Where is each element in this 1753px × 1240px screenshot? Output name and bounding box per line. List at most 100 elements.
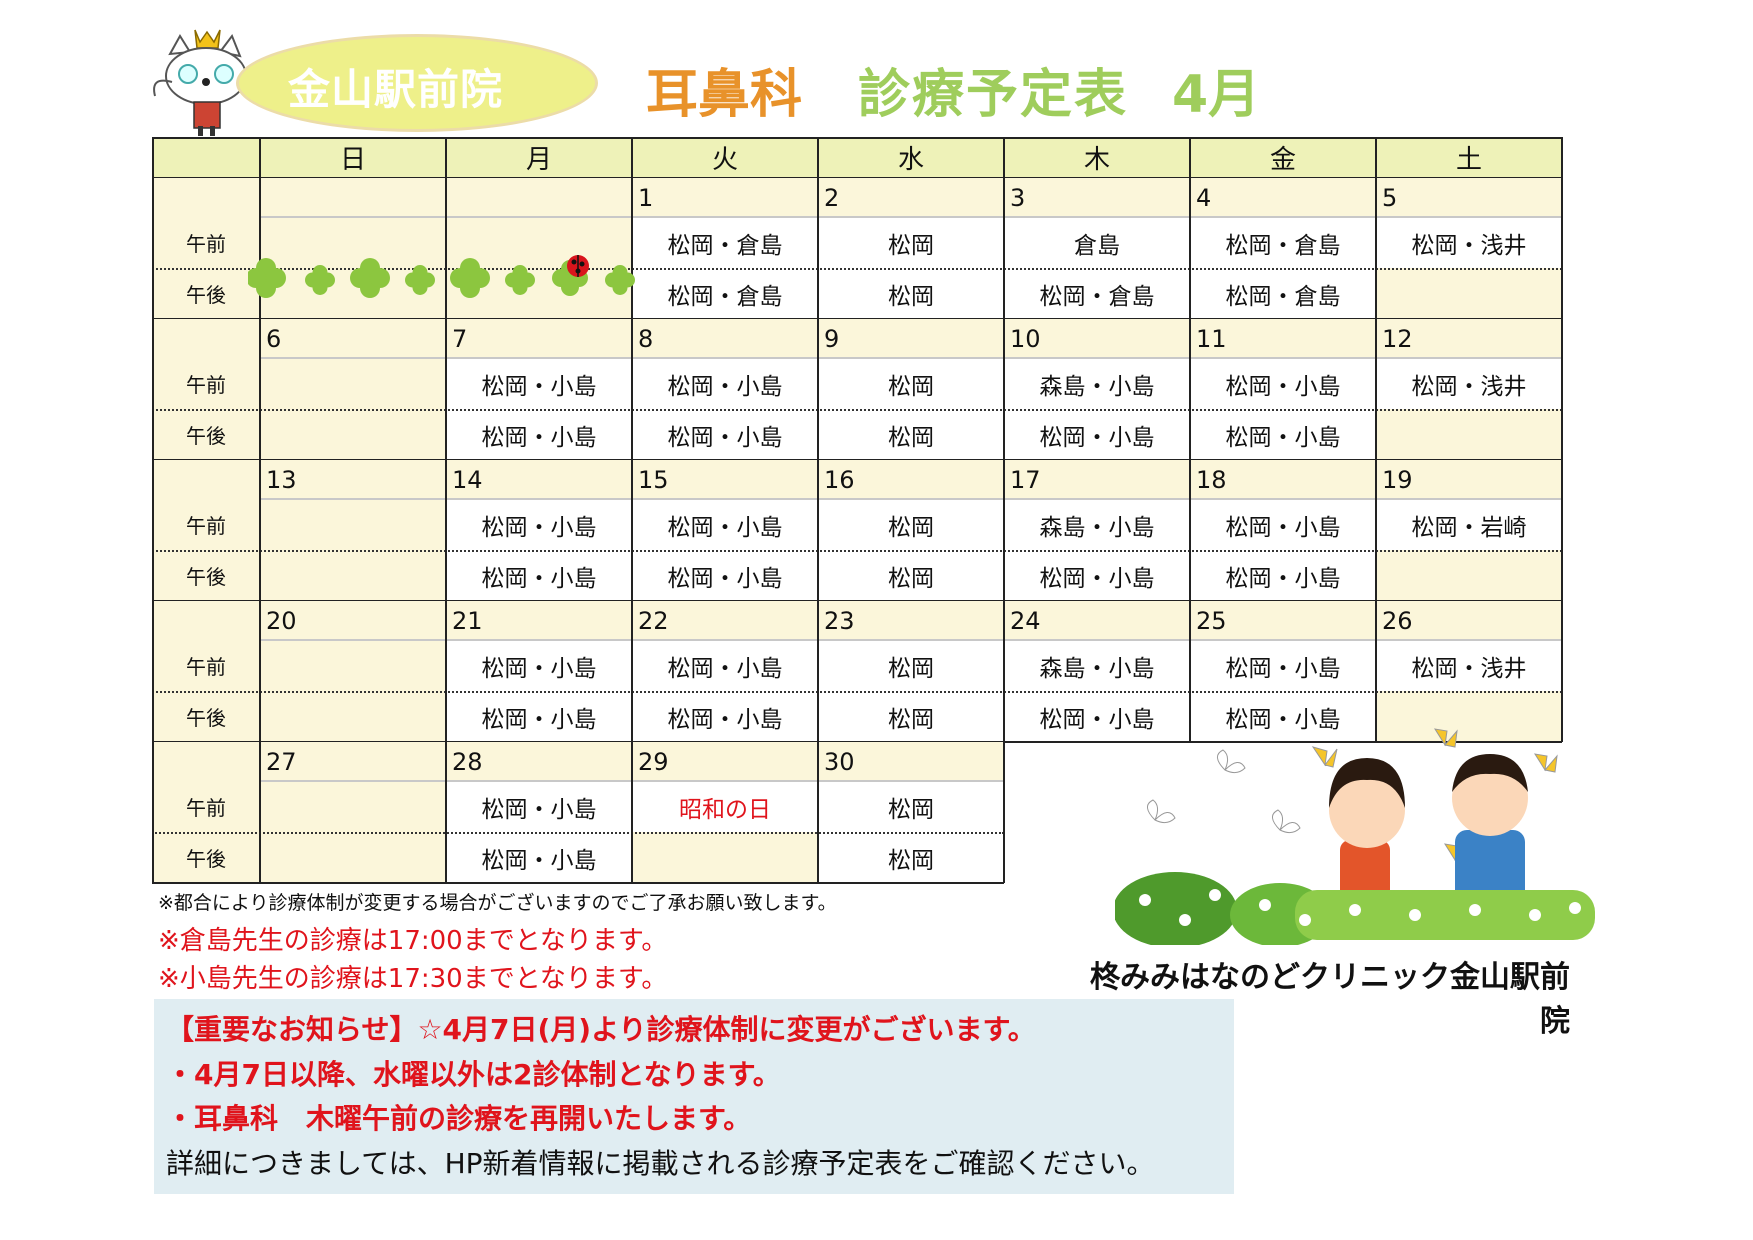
date-cell: 6 <box>260 319 446 358</box>
pm-slot: 松岡・倉島 <box>1004 268 1190 319</box>
pm-slot: 松岡・小島 <box>1190 550 1376 601</box>
date-cell: 1 <box>632 178 818 217</box>
divider <box>1189 137 1191 178</box>
divider <box>445 137 447 178</box>
am-slot: 松岡・小島 <box>632 499 818 550</box>
am-label: 午前 <box>186 796 226 820</box>
divider <box>631 601 633 742</box>
date-cell: 5 <box>1376 178 1562 217</box>
pm-slot: 松岡・小島 <box>1004 409 1190 460</box>
pm-slot: 松岡 <box>818 691 1004 742</box>
am-slot: 松岡 <box>818 640 1004 691</box>
pm-slot: 松岡・小島 <box>1004 691 1190 742</box>
divider <box>260 780 446 782</box>
pm-slot: 松岡 <box>818 550 1004 601</box>
divider <box>1003 137 1005 178</box>
divider <box>1189 178 1191 319</box>
divider <box>152 832 1004 834</box>
divider <box>152 742 154 883</box>
am-slot <box>260 358 446 409</box>
divider <box>152 319 154 460</box>
date-cell: 2 <box>818 178 1004 217</box>
divider <box>631 742 633 883</box>
week-label-cell <box>152 601 260 742</box>
week-label-cell <box>152 460 260 601</box>
weekday-header: 土 <box>1376 137 1562 178</box>
am-label: 午前 <box>186 232 226 256</box>
divider <box>631 319 633 460</box>
divider <box>259 178 261 319</box>
notice-item-two-doctor: ・4月7日以降、水曜以外は2診体制となります。 <box>166 1058 781 1091</box>
divider <box>1189 319 1191 460</box>
date-cell: 30 <box>818 742 1004 781</box>
pm-slot <box>260 832 446 883</box>
pm-label: 午後 <box>186 283 226 307</box>
header-corner <box>152 137 260 178</box>
divider <box>1375 178 1377 319</box>
pm-slot: 松岡・小島 <box>632 409 818 460</box>
pm-label: 午後 <box>186 565 226 589</box>
divider <box>152 137 1562 139</box>
department-title: 耳鼻科 <box>646 65 803 125</box>
pm-slot: 松岡・小島 <box>446 832 632 883</box>
pm-slot: 松岡・小島 <box>446 409 632 460</box>
divider <box>446 780 632 782</box>
clover-decoration <box>246 250 648 306</box>
clinic-branch-bubble <box>236 34 598 132</box>
notice-headline: 【重要なお知らせ】☆4月7日(月)より診療体制に変更がございます。 <box>166 1013 1036 1046</box>
date-cell: 21 <box>446 601 632 640</box>
pm-slot <box>1376 550 1562 601</box>
pm-slot <box>1376 691 1562 742</box>
notice-details: 詳細につきましては、HP新着情報に掲載される診療予定表をご確認ください。 <box>166 1147 1155 1180</box>
clinic-full-name: 柊みみはなのどクリニック金山駅前院 <box>1090 960 1570 1039</box>
am-slot: 松岡・倉島 <box>1190 217 1376 268</box>
am-slot: 森島・小島 <box>1004 640 1190 691</box>
divider <box>818 639 1004 641</box>
divider <box>1375 319 1377 460</box>
notice-item-thursday: ・耳鼻科 木曜午前の診療を再開いたします。 <box>166 1102 752 1135</box>
divider <box>446 498 632 500</box>
pm-label: 午後 <box>186 706 226 730</box>
am-slot <box>446 217 632 268</box>
divider <box>1003 319 1005 460</box>
am-slot <box>260 499 446 550</box>
date-cell <box>446 178 632 217</box>
weekday-header: 火 <box>632 137 818 178</box>
schedule-title: 診療予定表 <box>858 65 1129 125</box>
date-cell: 20 <box>260 601 446 640</box>
divider <box>1190 498 1376 500</box>
divider <box>1190 357 1376 359</box>
pm-slot <box>632 832 818 883</box>
date-cell: 24 <box>1004 601 1190 640</box>
clinic-branch-name: 金山駅前院 <box>288 65 504 114</box>
divider <box>1561 460 1563 601</box>
date-cell: 22 <box>632 601 818 640</box>
divider <box>1375 460 1377 601</box>
divider <box>152 601 154 742</box>
weekday-header: 日 <box>260 137 446 178</box>
date-cell: 7 <box>446 319 632 358</box>
month-title: 4月 <box>1172 65 1261 125</box>
divider <box>1189 460 1191 601</box>
week-label-cell <box>152 742 260 883</box>
divider <box>1561 178 1563 319</box>
weekday-header: 水 <box>818 137 1004 178</box>
date-cell: 9 <box>818 319 1004 358</box>
am-slot: 松岡・小島 <box>1190 640 1376 691</box>
divider <box>1003 742 1005 883</box>
divider <box>152 178 154 319</box>
date-cell: 29 <box>632 742 818 781</box>
divider <box>817 319 819 460</box>
pm-slot <box>260 550 446 601</box>
pm-slot: 松岡・倉島 <box>1190 268 1376 319</box>
am-label: 午前 <box>186 514 226 538</box>
am-slot: 松岡・小島 <box>1190 499 1376 550</box>
divider <box>1004 216 1190 218</box>
divider <box>632 780 818 782</box>
divider <box>1375 137 1377 178</box>
divider <box>152 268 1562 270</box>
date-cell: 4 <box>1190 178 1376 217</box>
date-cell: 27 <box>260 742 446 781</box>
divider <box>1376 216 1562 218</box>
am-slot: 松岡・小島 <box>1190 358 1376 409</box>
